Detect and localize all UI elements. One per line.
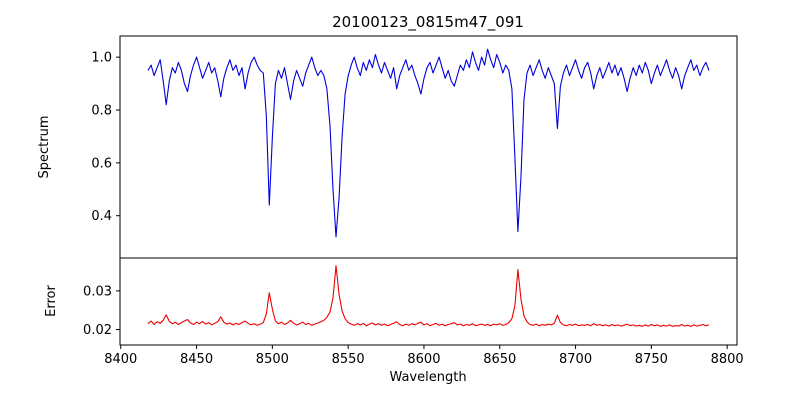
- x-tick-label: 8500: [256, 352, 289, 367]
- plot-area: 0.4 0.6 0.8 1.0 0.02 0.03 8400 8450 8500 8550 8600…: [83, 35, 744, 367]
- y-tick-label: 0.6: [91, 156, 112, 171]
- x-tick-label: 8450: [180, 352, 213, 367]
- x-tick-label: 8800: [711, 352, 744, 367]
- y-tick-label: 0.03: [83, 284, 112, 299]
- y-tick-label: 1.0: [91, 51, 112, 66]
- x-tick-label: 8400: [104, 352, 137, 367]
- y-axis-label-spectrum: Spectrum: [37, 116, 52, 179]
- y-tick-label: 0.02: [83, 323, 112, 338]
- y-axis-label-error: Error: [44, 285, 59, 317]
- x-tick-label: 8550: [332, 352, 365, 367]
- y-tick-label: 0.4: [91, 209, 112, 224]
- spectrum-line: [147, 48, 710, 238]
- error-line: [147, 265, 710, 327]
- panel-border: [119, 257, 738, 346]
- x-tick-label: 8600: [407, 352, 440, 367]
- x-tick-label: 8650: [483, 352, 516, 367]
- x-tick-label: 8750: [635, 352, 668, 367]
- chart-title: 20100123_0815m47_091: [332, 13, 524, 32]
- x-tick-label: 8700: [559, 352, 592, 367]
- x-axis-label: Wavelength: [389, 370, 466, 385]
- y-tick-label: 0.8: [91, 104, 112, 119]
- panel-border: [119, 35, 738, 259]
